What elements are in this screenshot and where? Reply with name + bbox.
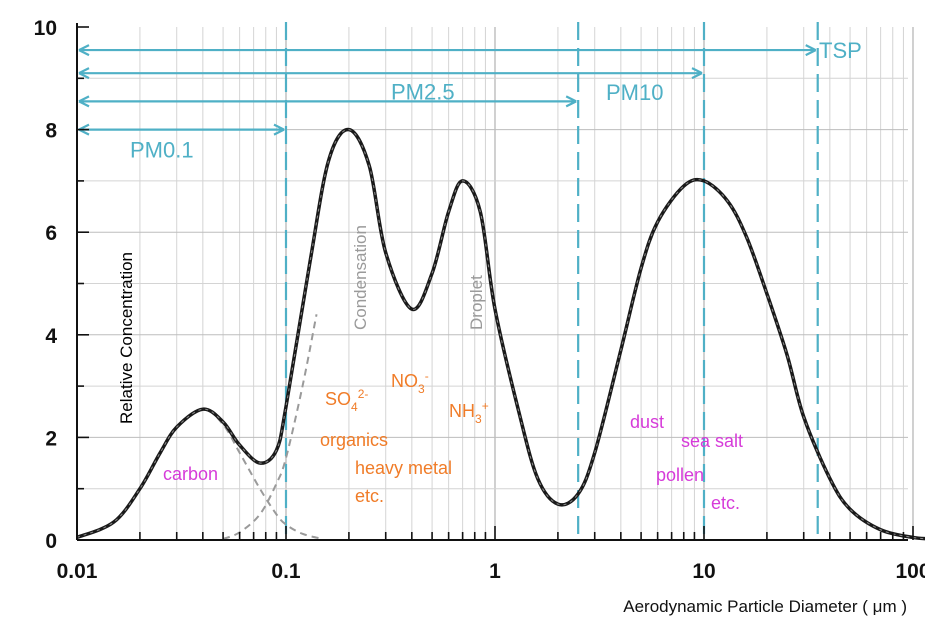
sea-salt-label: sea salt xyxy=(681,431,743,451)
range-arrowhead-right xyxy=(273,123,285,136)
axes xyxy=(76,23,914,541)
nitrate-subscript: 3 xyxy=(418,382,425,396)
heavy-metal-label: heavy metal xyxy=(355,458,452,478)
dust-label: dust xyxy=(630,412,664,432)
sulfate-text: SO xyxy=(325,389,351,409)
nitrate-superscript: - xyxy=(425,369,429,383)
range-label-pm25: PM2.5 xyxy=(391,79,455,104)
y-tick-label: 0 xyxy=(45,530,57,553)
droplet-label: Droplet xyxy=(467,275,486,330)
ammonia-subscript: 3 xyxy=(475,412,482,426)
etc-fine-label: etc. xyxy=(355,486,384,506)
tick-labels: 0.01 0.1 1 10 100 0 2 4 6 8 10 xyxy=(34,17,925,583)
ammonia-label: NH3+ xyxy=(449,399,489,426)
y-tick-label: 10 xyxy=(34,17,57,40)
organics-label: organics xyxy=(320,430,388,450)
x-tick-label: 0.01 xyxy=(57,560,98,583)
sulfate-superscript: 2- xyxy=(358,387,369,401)
y-tick-label: 6 xyxy=(45,222,57,245)
size-range-markers: PM0.1 PM2.5 PM10 TSP xyxy=(78,22,862,540)
ammonia-text: NH xyxy=(449,401,475,421)
x-axis-title: Aerodynamic Particle Diameter ( μm ) xyxy=(623,597,907,616)
range-arrowhead-left xyxy=(78,123,90,136)
sulfate-subscript: 4 xyxy=(351,400,358,414)
carbon-label: carbon xyxy=(163,464,218,484)
range-label-pm10: PM10 xyxy=(606,80,663,105)
x-tick-label: 10 xyxy=(692,560,715,583)
sulfate-label: SO42- xyxy=(325,387,368,414)
range-arrowhead-right xyxy=(565,95,577,108)
range-label-tsp: TSP xyxy=(819,38,862,63)
condensation-label: Condensation xyxy=(351,225,370,330)
y-tick-label: 8 xyxy=(45,120,57,143)
nitrate-text: NO xyxy=(391,371,418,391)
x-tick-label: 100 xyxy=(895,560,925,583)
etc-coarse-label: etc. xyxy=(711,493,740,513)
range-arrowhead-left xyxy=(78,95,90,108)
y-tick-label: 4 xyxy=(45,325,57,348)
x-tick-label: 0.1 xyxy=(271,560,301,583)
range-label-pm01: PM0.1 xyxy=(130,138,194,163)
total-distribution-curve xyxy=(76,127,925,541)
range-arrowhead-left xyxy=(78,44,90,57)
x-tick-label: 1 xyxy=(489,560,501,583)
nitrate-label: NO3- xyxy=(391,369,429,396)
pollen-label: pollen xyxy=(656,465,704,485)
range-arrowhead-left xyxy=(78,67,90,80)
y-axis-title: Relative Concentration xyxy=(117,252,136,424)
y-tick-label: 2 xyxy=(45,427,57,450)
range-arrowhead-right xyxy=(691,67,703,80)
ammonia-superscript: + xyxy=(482,399,489,413)
range-arrowhead-right xyxy=(805,44,817,57)
grid xyxy=(76,27,914,540)
